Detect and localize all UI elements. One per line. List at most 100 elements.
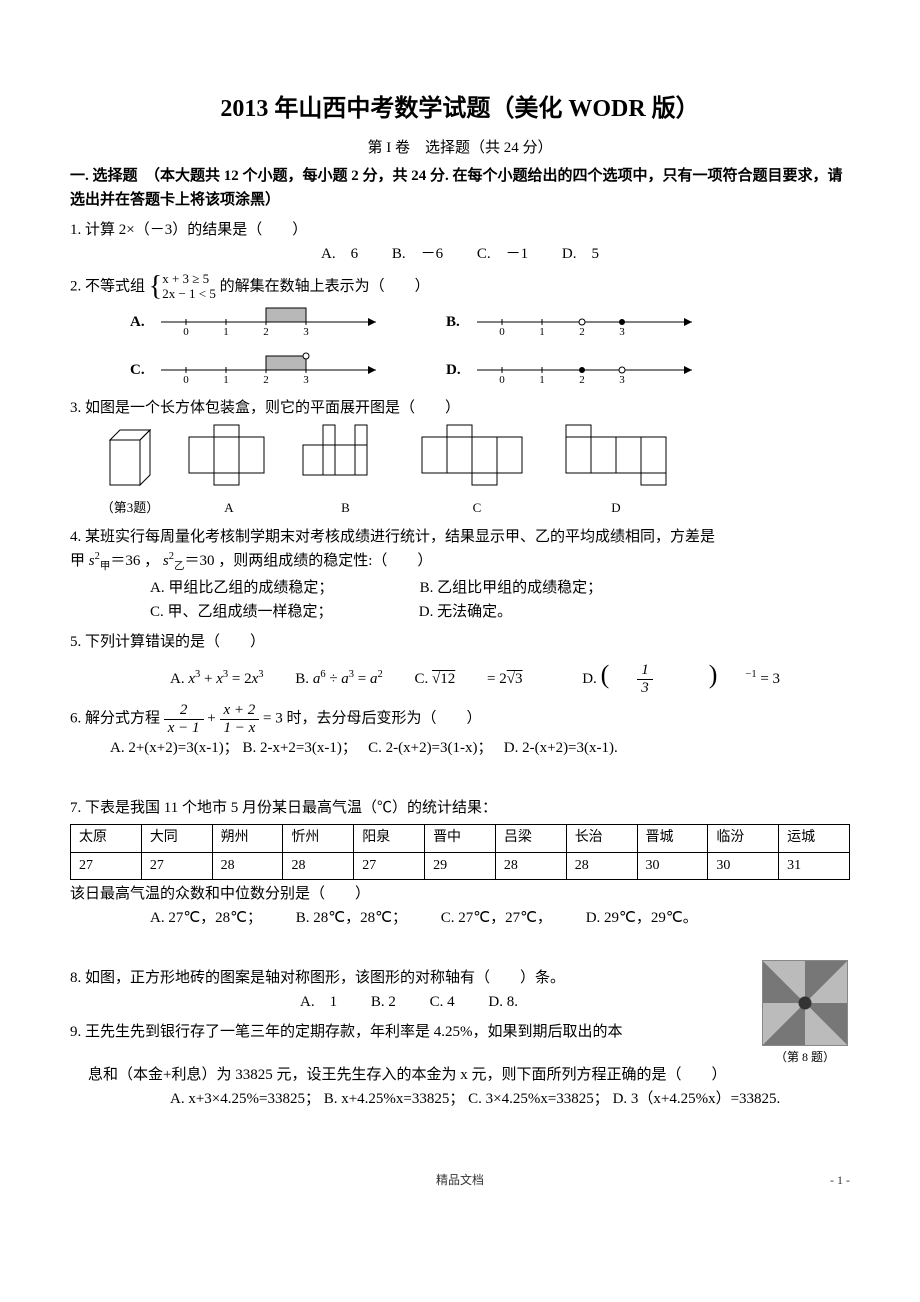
- numberline-c-icon: 0 1 2 3: [156, 350, 386, 390]
- temp-cell: 27: [71, 852, 142, 879]
- q1-opt-c: C. －1: [477, 246, 528, 262]
- temp-cell: 28: [212, 852, 283, 879]
- net-d-icon: [561, 420, 671, 490]
- q1-options: A. 6 B. －6 C. －1 D. 5: [70, 242, 850, 266]
- city-cell: 朔州: [212, 825, 283, 852]
- q7-opt-d: D. 29℃，29℃。: [586, 910, 698, 926]
- q3-opt-d: D: [561, 420, 671, 519]
- svg-text:3: 3: [619, 374, 625, 386]
- q2-system: { x + 3 ≥ 5 2x − 1 < 5: [149, 272, 216, 302]
- q1-opt-d: D. 5: [562, 246, 599, 262]
- q5-options: A. x3 + x3 = 2x3 B. a6 ÷ a3 = a2 C. √12 …: [70, 654, 850, 697]
- city-cell: 吕梁: [495, 825, 566, 852]
- temp-cell: 28: [283, 852, 354, 879]
- q7-stem: 7. 下表是我国 11 个地市 5 月份某日最高气温（℃）的统计结果：: [70, 796, 850, 820]
- q8-opt-c: C. 4: [430, 994, 455, 1010]
- svg-text:0: 0: [183, 374, 189, 386]
- q9-line2: 息和（本金+利息）为 33825 元，设王先生存入的本金为 x 元，则下面所列方…: [70, 1063, 850, 1087]
- temp-cell: 30: [637, 852, 708, 879]
- q3-stem: 3. 如图是一个长方体包装盒，则它的平面展开图是（ ）: [70, 396, 850, 420]
- svg-text:1: 1: [539, 374, 545, 386]
- q2-opt-d: D. 01 23: [446, 350, 702, 390]
- svg-text:1: 1: [539, 326, 545, 338]
- q3-opt-c: C: [417, 420, 537, 519]
- q4-opt-b: B. 乙组比甲组的成绩稳定；: [420, 580, 603, 596]
- page-number: - 1 -: [830, 1171, 850, 1190]
- q6-opt-c: C. 2-(x+2)=3(1-x)；: [368, 740, 485, 756]
- q9-opt-c: C. 3×4.25%x=33825；: [468, 1091, 609, 1107]
- svg-text:0: 0: [499, 326, 505, 338]
- temp-cell: 29: [425, 852, 496, 879]
- question-9: 9. 王先生先到银行存了一笔三年的定期存款，年利率是 4.25%，如果到期后取出…: [70, 1020, 748, 1044]
- q6-frac1: 2x − 1: [164, 702, 204, 736]
- temp-cell: 27: [354, 852, 425, 879]
- question-2: 2. 不等式组 { x + 3 ≥ 5 2x − 1 < 5 的解集在数轴上表示…: [70, 272, 850, 390]
- q2-ineq-2: 2x − 1 < 5: [162, 287, 216, 302]
- q5-stem: 5. 下列计算错误的是（ ）: [70, 630, 850, 654]
- question-4: 4. 某班实行每周量化考核制学期末对考核成绩进行统计，结果显示甲、乙的平均成绩相…: [70, 525, 850, 624]
- q8-opt-d: D. 8.: [488, 994, 518, 1010]
- q9-line1: 9. 王先生先到银行存了一笔三年的定期存款，年利率是 4.25%，如果到期后取出…: [70, 1020, 748, 1044]
- question-8: 8. 如图，正方形地砖的图案是轴对称图形，该图形的对称轴有（ ）条。 A. 1 …: [70, 966, 748, 1014]
- q8-figure: （第 8 题）: [760, 960, 850, 1067]
- cuboid-icon: [100, 420, 160, 490]
- q7-tail: 该日最高气温的众数和中位数分别是（ ）: [70, 882, 850, 906]
- city-cell: 阳泉: [354, 825, 425, 852]
- q8-opt-a: A. 1: [300, 994, 337, 1010]
- q5-opt-d: D. (13)−1 = 3: [582, 671, 780, 687]
- q3-opt-b: B: [298, 420, 393, 519]
- q2-opt-b: B. 01 23: [446, 302, 702, 342]
- temp-cell: 27: [141, 852, 212, 879]
- city-cell: 忻州: [283, 825, 354, 852]
- q7-table: 太原大同朔州忻州阳泉晋中吕梁长治晋城临汾运城 27272828272928283…: [70, 824, 850, 880]
- q7-cities-row: 太原大同朔州忻州阳泉晋中吕梁长治晋城临汾运城: [71, 825, 850, 852]
- q6-opt-b: B. 2-x+2=3(x-1)；: [242, 740, 349, 756]
- svg-text:1: 1: [223, 374, 229, 386]
- q9-opt-a: A. x+3×4.25%=33825；: [170, 1091, 320, 1107]
- city-cell: 临汾: [708, 825, 779, 852]
- temp-cell: 30: [708, 852, 779, 879]
- q2-opt-a: A. 01 23: [130, 302, 386, 342]
- svg-text:2: 2: [579, 374, 585, 386]
- q1-opt-a: A. 6: [321, 246, 358, 262]
- page-footer: 精品文档 - 1 -: [70, 1171, 850, 1190]
- net-b-icon: [298, 420, 393, 490]
- svg-text:3: 3: [303, 374, 309, 386]
- q6-stem: 6. 解分式方程 2x − 1 + x + 21 − x = 3 时，去分母后变…: [70, 702, 850, 736]
- q5-opt-c: C. √12 = 2√3: [415, 671, 551, 687]
- q2-ineq-1: x + 3 ≥ 5: [162, 272, 216, 287]
- svg-text:0: 0: [499, 374, 505, 386]
- q6-opt-a: A. 2+(x+2)=3(x-1)；: [110, 740, 239, 756]
- q5-opt-a: A. x3 + x3 = 2x3: [170, 671, 264, 687]
- q4-opt-c: C. 甲、乙组成绩一样稳定；: [150, 604, 325, 620]
- q8-opt-b: B. 2: [371, 994, 396, 1010]
- footer-text: 精品文档: [436, 1173, 484, 1187]
- svg-text:3: 3: [619, 326, 625, 338]
- q3-box-figure: （第3题）: [100, 420, 160, 519]
- q7-opt-c: C. 27℃，27℃，: [441, 910, 552, 926]
- net-c-icon: [417, 420, 537, 490]
- q4-stem: 4. 某班实行每周量化考核制学期末对考核成绩进行统计，结果显示甲、乙的平均成绩相…: [70, 525, 850, 576]
- q2-stem-b: 的解集在数轴上表示为（ ）: [220, 279, 430, 295]
- q9-options: A. x+3×4.25%=33825； B. x+4.25%x=33825； C…: [70, 1087, 850, 1111]
- page-title: 2013 年山西中考数学试题（美化 WODR 版）: [70, 90, 850, 128]
- q8-options: A. 1 B. 2 C. 4 D. 8.: [70, 990, 748, 1014]
- numberline-a-icon: 01 23: [156, 302, 386, 342]
- q5-opt-b: B. a6 ÷ a3 = a2: [295, 671, 382, 687]
- q4-opt-a: A. 甲组比乙组的成绩稳定；: [150, 580, 326, 596]
- q6-options: A. 2+(x+2)=3(x-1)； B. 2-x+2=3(x-1)； C. 2…: [70, 736, 850, 760]
- question-5: 5. 下列计算错误的是（ ） A. x3 + x3 = 2x3 B. a6 ÷ …: [70, 630, 850, 697]
- q6-opt-d: D. 2-(x+2)=3(x-1).: [504, 740, 618, 756]
- city-cell: 晋中: [425, 825, 496, 852]
- temp-cell: 31: [779, 852, 850, 879]
- city-cell: 大同: [141, 825, 212, 852]
- numberline-b-icon: 01 23: [472, 302, 702, 342]
- q7-temps-row: 2727282827292828303031: [71, 852, 850, 879]
- question-9-cont: 息和（本金+利息）为 33825 元，设王先生存入的本金为 x 元，则下面所列方…: [70, 1063, 850, 1111]
- net-a-icon: [184, 420, 274, 490]
- svg-text:1: 1: [223, 326, 229, 338]
- temp-cell: 28: [566, 852, 637, 879]
- q2-stem-a: 2. 不等式组: [70, 279, 145, 295]
- svg-text:2: 2: [263, 374, 269, 386]
- q6-frac2: x + 21 − x: [220, 702, 260, 736]
